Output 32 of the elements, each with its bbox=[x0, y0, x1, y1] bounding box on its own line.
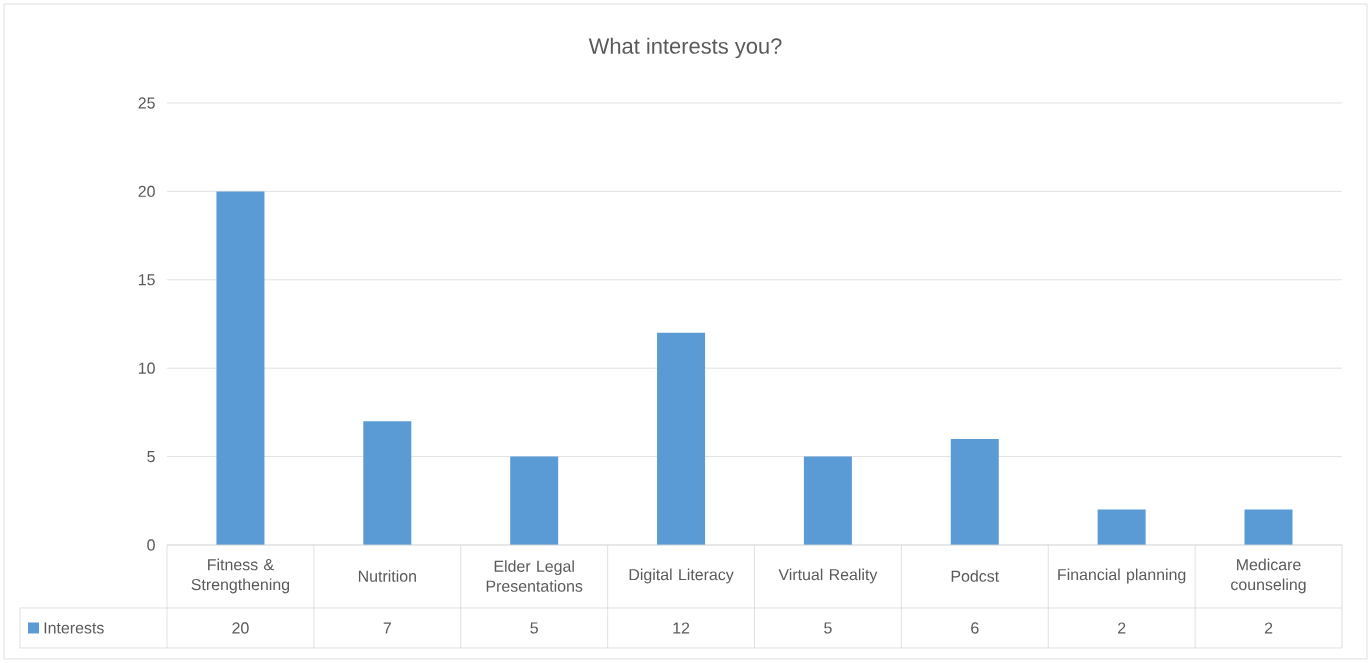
bar bbox=[216, 191, 265, 545]
bar bbox=[1244, 509, 1293, 545]
data-label: 5 bbox=[824, 622, 832, 634]
x-tick-label: Medicare counseling bbox=[1231, 558, 1306, 594]
bar bbox=[803, 456, 852, 545]
bar bbox=[657, 332, 706, 545]
bar bbox=[510, 456, 559, 545]
y-tick-label: 5 bbox=[147, 451, 155, 463]
chart-title: What interests you? bbox=[588, 37, 782, 59]
bar bbox=[950, 438, 999, 545]
data-label: 20 bbox=[232, 622, 249, 634]
y-tick-label: 15 bbox=[138, 274, 155, 286]
y-tick-label: 25 bbox=[138, 97, 155, 109]
y-tick-label: 0 bbox=[147, 539, 155, 551]
bar bbox=[1097, 509, 1146, 545]
data-label: 2 bbox=[1118, 622, 1126, 634]
x-tick-label: Nutrition bbox=[358, 570, 416, 582]
x-tick-label: Virtual Reality bbox=[778, 568, 878, 584]
data-label: 6 bbox=[971, 622, 979, 634]
x-tick-label: Digital Literacy bbox=[629, 568, 734, 584]
y-tick-label: 10 bbox=[138, 362, 155, 374]
data-label: 7 bbox=[383, 622, 391, 634]
y-tick-label: 20 bbox=[138, 185, 155, 198]
data-label: 5 bbox=[530, 622, 538, 634]
x-tick-label: Podcst bbox=[951, 570, 1000, 582]
legend-label: Interests bbox=[44, 622, 104, 634]
bar bbox=[363, 421, 412, 545]
x-tick-label: Elder Legal Presentations bbox=[486, 560, 583, 592]
x-tick-label: Fitness & Strengthening bbox=[191, 558, 290, 594]
x-tick-label: Financial planning bbox=[1058, 568, 1186, 584]
data-label: 12 bbox=[673, 622, 690, 634]
data-label: 2 bbox=[1264, 622, 1273, 634]
